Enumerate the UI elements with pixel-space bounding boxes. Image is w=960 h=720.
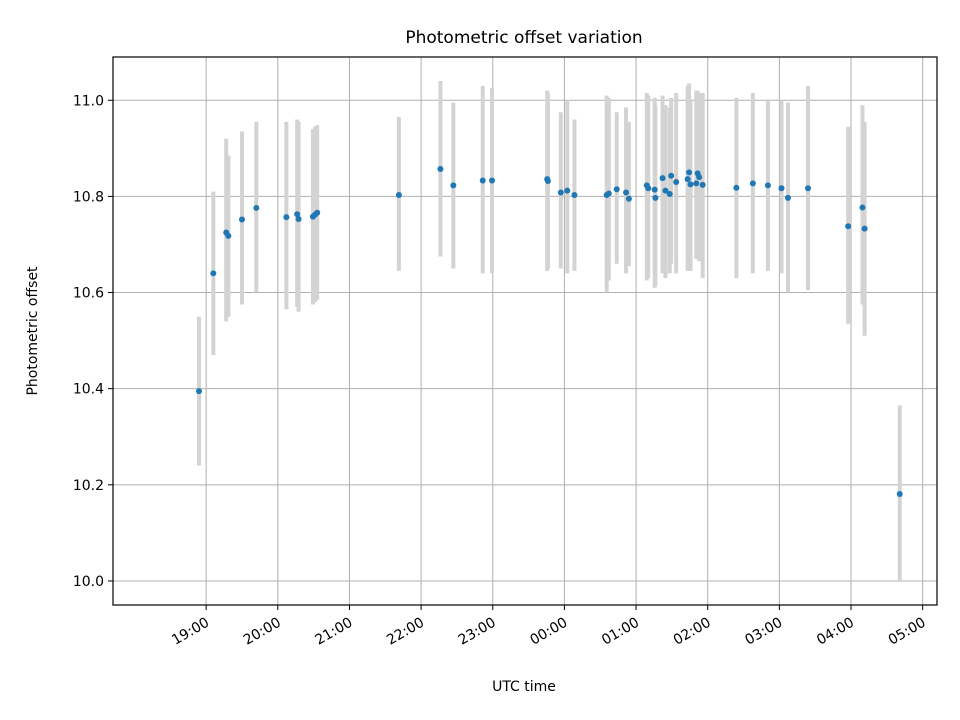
data-point [437, 166, 444, 173]
data-point [778, 185, 785, 192]
y-axis-ticks: 10.0 10.2 10.4 10.6 10.8 11.0 [73, 93, 113, 590]
x-axis-label: UTC time [492, 679, 556, 695]
data-point [696, 174, 703, 181]
data-point [564, 187, 571, 194]
data-point [749, 180, 756, 187]
data-point [733, 184, 740, 191]
chart-title: Photometric offset variation [405, 28, 642, 48]
data-point [686, 169, 693, 176]
y-tick-label: 10.4 [73, 382, 104, 398]
data-point [253, 204, 260, 211]
data-point [557, 189, 564, 196]
data-point [450, 182, 457, 189]
data-point [861, 225, 868, 232]
data-point [805, 185, 812, 192]
data-point [605, 190, 612, 197]
data-point [314, 209, 321, 216]
data-point [623, 189, 630, 196]
data-point [613, 186, 620, 193]
plot-frame [112, 56, 938, 606]
data-point [659, 175, 666, 182]
data-point [225, 232, 232, 239]
data-point [652, 194, 659, 201]
y-tick-label: 11.0 [73, 93, 104, 109]
data-point [784, 194, 791, 201]
data-point [845, 223, 852, 230]
data-point [238, 216, 245, 223]
data-point [625, 195, 632, 202]
data-point [571, 191, 578, 198]
data-point [395, 191, 402, 198]
data-point [687, 181, 694, 188]
data-point [666, 191, 673, 197]
y-tick-label: 10.2 [73, 478, 104, 494]
y-tick-label: 10.0 [73, 574, 104, 590]
data-point [693, 180, 700, 187]
data-point [210, 270, 217, 277]
y-tick-label: 10.8 [73, 189, 104, 205]
data-point [479, 177, 486, 184]
data-points [195, 166, 903, 497]
data-point [859, 204, 866, 211]
data-point [645, 185, 652, 192]
grid-lines [113, 57, 937, 605]
data-point [699, 181, 706, 188]
data-point [295, 215, 302, 222]
data-point [668, 172, 675, 179]
data-point [662, 187, 669, 194]
data-point [283, 214, 290, 221]
data-point [764, 182, 771, 189]
data-point [651, 186, 658, 193]
data-point [489, 177, 496, 184]
data-point [294, 211, 301, 218]
data-point [544, 178, 551, 185]
y-tick-label: 10.6 [73, 286, 104, 302]
y-axis-label: Photometric offset [25, 266, 41, 396]
data-point [896, 490, 903, 497]
data-point [195, 388, 202, 395]
data-point [684, 176, 691, 183]
data-point [673, 178, 680, 185]
